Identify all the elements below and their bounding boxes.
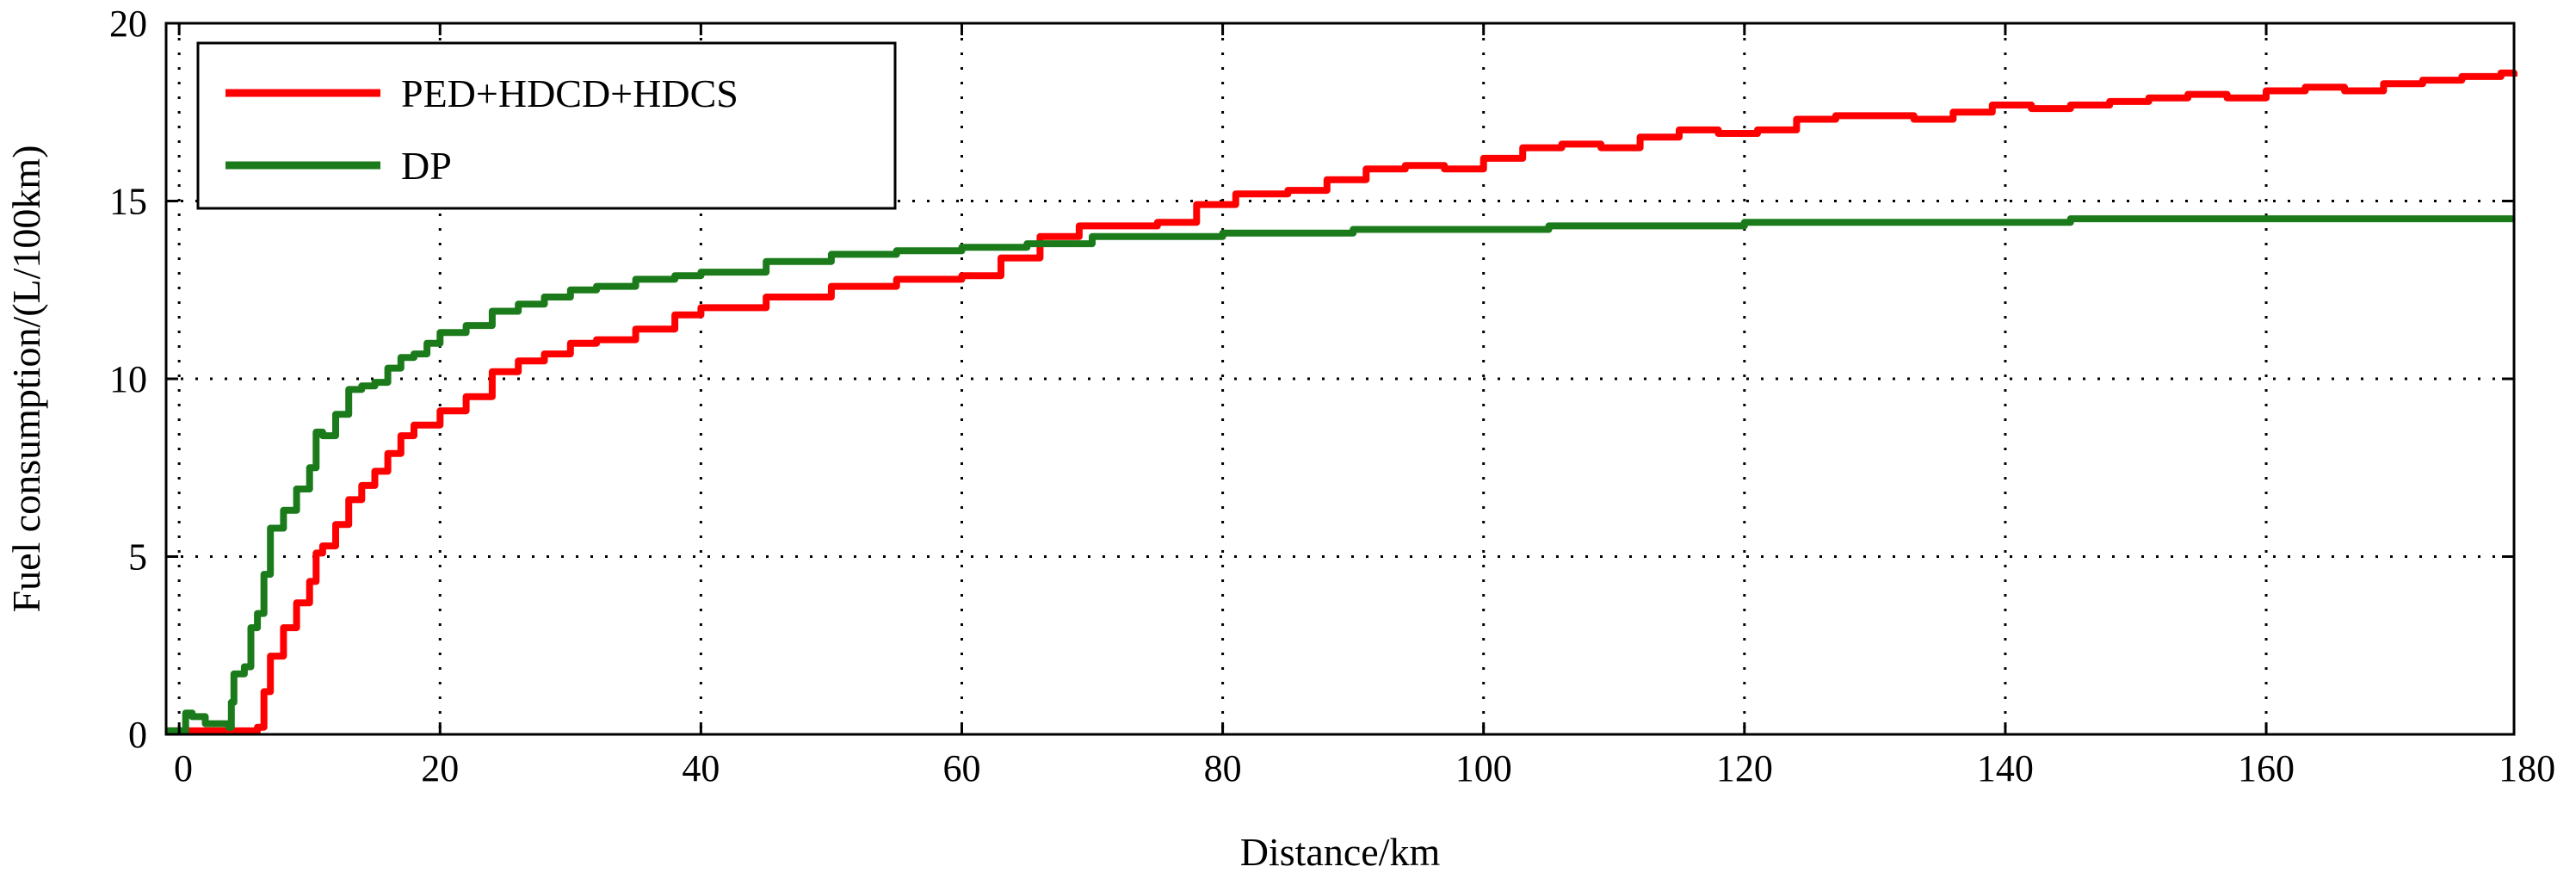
x-tick-label-0: 0 [174,747,193,789]
series-line-dp [166,215,2514,734]
series-line-ped-hdcd-hdcs [166,69,2517,734]
x-tick-label-120: 120 [1716,747,1773,789]
axis-ticks [166,22,2516,736]
x-tick-label-60: 60 [942,747,980,789]
x-axis-title: Distance/km [1240,830,1441,874]
y-tick-label-0: 0 [128,714,147,756]
x-tick-label-180: 180 [2499,747,2555,789]
x-tick-label-80: 80 [1204,747,1242,789]
y-tick-label-10: 10 [109,358,147,400]
x-tick-labels: 0 20 40 60 80 100 120 140 160 180 [174,747,2555,789]
x-tick-label-40: 40 [682,747,720,789]
y-tick-label-20: 20 [109,3,147,45]
legend-label-ped-hdcd-hdcs: PED+HDCD+HDCS [401,71,738,115]
x-tick-label-160: 160 [2238,747,2295,789]
legend: PED+HDCD+HDCS DP [196,41,897,210]
series-layer [166,69,2517,734]
legend-label-dp: DP [401,144,452,188]
x-tick-label-140: 140 [1977,747,2034,789]
y-tick-labels: 0 5 10 15 20 [109,3,147,756]
legend-box [196,41,897,210]
x-tick-label-20: 20 [421,747,459,789]
y-tick-label-15: 15 [109,181,147,223]
x-tick-label-100: 100 [1455,747,1512,789]
y-axis-title: Fuel consumption/(L/100km) [4,145,48,612]
y-tick-label-5: 5 [128,536,147,579]
